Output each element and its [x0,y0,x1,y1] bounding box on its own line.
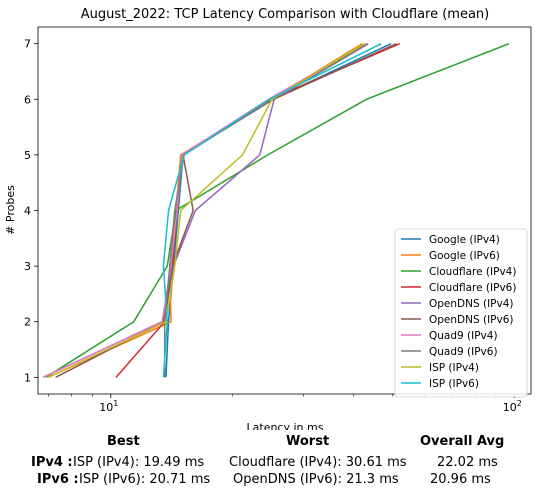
series-line-1 [48,43,363,379]
y-axis-label: # Probes [4,185,17,235]
x-axis-label: Latency in ms [247,421,324,430]
series-layer [42,42,510,379]
legend-box [394,228,528,398]
legend-label-2: Cloudflare (IPv4) [429,266,516,278]
ipv4-overall: 22.02 ms [437,455,498,470]
series-line-8 [47,43,365,378]
series-line-4 [42,43,369,378]
ipv4-worst: Cloudflare (IPv4): 30.61 ms [229,455,407,470]
ipv6-overall: 20.96 ms [430,472,491,487]
ipv6-row-label: IPv6 : [37,472,79,487]
legend-label-7: Quad9 (IPv6) [429,346,498,358]
legend-label-0: Google (IPv4) [429,234,500,246]
ipv4-row-label: IPv4 : [31,455,73,470]
y-tick-label-2: 2 [24,316,31,329]
ipv4-best: ISP (IPv4): 19.49 ms [73,455,205,470]
legend-label-4: OpenDNS (IPv4) [429,298,514,310]
worst-header: Worst [286,434,330,449]
series-line-6 [42,43,367,378]
overall-header: Overall Avg [420,434,505,449]
y-tick-label-5: 5 [24,149,31,162]
ipv6-worst: OpenDNS (IPv6): 21.3 ms [233,472,399,487]
series-line-9 [162,43,382,378]
legend-label-9: ISP (IPv6) [429,378,479,390]
legend: Google (IPv4) Google (IPv6) Cloudflare (IP… [394,228,528,398]
x-tick-label-1: 102 [503,399,522,414]
y-tick-label-4: 4 [24,205,31,218]
ipv6-best: ISP (IPv6): 20.71 ms [79,472,211,487]
best-header: Best [107,434,140,449]
legend-label-6: Quad9 (IPv4) [429,330,498,342]
series-line-5 [55,42,397,378]
legend-label-1: Google (IPv6) [429,250,500,262]
legend-label-3: Cloudflare (IPv6) [429,282,516,294]
y-tick-label-3: 3 [24,260,31,273]
y-tick-label-1: 1 [24,371,31,384]
series-line-2 [45,42,510,378]
legend-label-8: ISP (IPv4) [429,362,479,374]
y-tick-label-7: 7 [24,38,31,51]
x-tick-label-0: 101 [99,399,118,414]
legend-label-5: OpenDNS (IPv6) [429,314,514,326]
y-tick-label-6: 6 [24,93,31,106]
latency-chart: August_2022: TCP Latency Comparison with… [4,7,532,430]
chart-title: August_2022: TCP Latency Comparison with… [81,7,490,22]
